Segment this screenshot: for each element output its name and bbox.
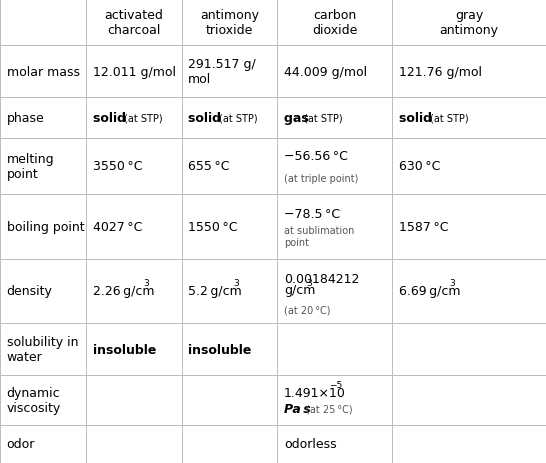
Text: 5.2 g/cm: 5.2 g/cm bbox=[188, 285, 242, 298]
Text: 6.69 g/cm: 6.69 g/cm bbox=[399, 285, 460, 298]
Text: (at 25 °C): (at 25 °C) bbox=[306, 404, 353, 414]
Text: activated
charcoal: activated charcoal bbox=[105, 9, 163, 37]
Text: 0.00184212: 0.00184212 bbox=[284, 272, 359, 285]
Text: Pa s: Pa s bbox=[284, 402, 311, 415]
Text: solubility in
water: solubility in water bbox=[7, 336, 78, 363]
Text: melting
point: melting point bbox=[7, 152, 54, 180]
Text: phase: phase bbox=[7, 112, 44, 125]
Text: solid: solid bbox=[399, 112, 436, 125]
Text: 630 °C: 630 °C bbox=[399, 160, 440, 173]
Text: (at STP): (at STP) bbox=[219, 113, 258, 123]
Text: 3: 3 bbox=[144, 279, 150, 288]
Text: −5: −5 bbox=[329, 380, 342, 389]
Text: gas: gas bbox=[284, 112, 313, 125]
Text: insoluble: insoluble bbox=[188, 343, 252, 356]
Text: 1550 °C: 1550 °C bbox=[188, 220, 238, 233]
Text: (at triple point): (at triple point) bbox=[284, 174, 358, 184]
Text: dynamic
viscosity: dynamic viscosity bbox=[7, 386, 61, 414]
Text: solid: solid bbox=[93, 112, 130, 125]
Text: at sublimation
point: at sublimation point bbox=[284, 225, 354, 247]
Text: 655 °C: 655 °C bbox=[188, 160, 230, 173]
Text: density: density bbox=[7, 285, 52, 298]
Text: insoluble: insoluble bbox=[93, 343, 156, 356]
Text: 3: 3 bbox=[449, 279, 455, 288]
Text: molar mass: molar mass bbox=[7, 65, 80, 78]
Text: 44.009 g/mol: 44.009 g/mol bbox=[284, 65, 367, 78]
Text: antimony
trioxide: antimony trioxide bbox=[200, 9, 259, 37]
Text: (at STP): (at STP) bbox=[430, 113, 468, 123]
Text: 3550 °C: 3550 °C bbox=[93, 160, 143, 173]
Text: boiling point: boiling point bbox=[7, 220, 84, 233]
Text: −56.56 °C: −56.56 °C bbox=[284, 150, 348, 163]
Text: odorless: odorless bbox=[284, 438, 336, 450]
Text: 12.011 g/mol: 12.011 g/mol bbox=[93, 65, 176, 78]
Text: odor: odor bbox=[7, 438, 35, 450]
Text: (at STP): (at STP) bbox=[304, 113, 342, 123]
Text: 1587 °C: 1587 °C bbox=[399, 220, 448, 233]
Text: −78.5 °C: −78.5 °C bbox=[284, 207, 340, 220]
Text: (at STP): (at STP) bbox=[124, 113, 163, 123]
Text: carbon
dioxide: carbon dioxide bbox=[312, 9, 358, 37]
Text: 3: 3 bbox=[306, 278, 312, 287]
Text: 3: 3 bbox=[234, 279, 239, 288]
Text: (at 20 °C): (at 20 °C) bbox=[284, 305, 330, 314]
Text: 2.26 g/cm: 2.26 g/cm bbox=[93, 285, 155, 298]
Text: solid: solid bbox=[188, 112, 225, 125]
Text: 291.517 g/
mol: 291.517 g/ mol bbox=[188, 58, 256, 86]
Text: 1.491×10: 1.491×10 bbox=[284, 386, 346, 399]
Text: gray
antimony: gray antimony bbox=[440, 9, 498, 37]
Text: g/cm: g/cm bbox=[284, 283, 315, 296]
Text: 121.76 g/mol: 121.76 g/mol bbox=[399, 65, 482, 78]
Text: 4027 °C: 4027 °C bbox=[93, 220, 142, 233]
